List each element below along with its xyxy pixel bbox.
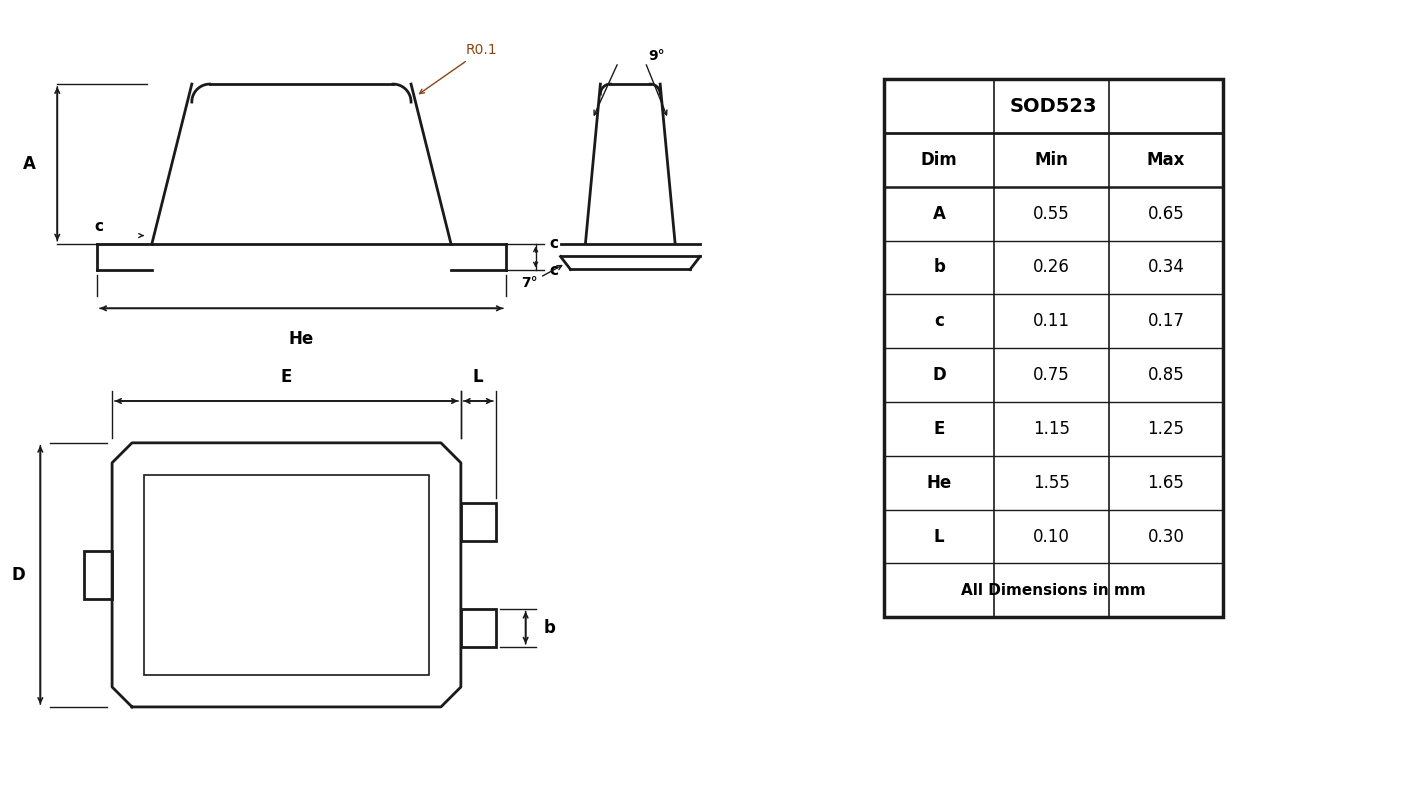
Text: All Dimensions in mm: All Dimensions in mm bbox=[961, 583, 1146, 598]
Bar bbox=[84, 551, 112, 598]
Text: E: E bbox=[281, 368, 293, 386]
Text: 1.65: 1.65 bbox=[1147, 474, 1184, 492]
Text: Max: Max bbox=[1147, 151, 1186, 169]
Bar bbox=[885, 79, 1223, 617]
Text: SOD523: SOD523 bbox=[1010, 97, 1098, 116]
Text: c: c bbox=[94, 219, 104, 234]
Bar bbox=[462, 609, 496, 646]
Text: 0.30: 0.30 bbox=[1147, 527, 1184, 546]
Text: c: c bbox=[550, 236, 558, 251]
Bar bbox=[143, 475, 429, 675]
Text: Min: Min bbox=[1034, 151, 1068, 169]
Text: 0.75: 0.75 bbox=[1032, 366, 1069, 384]
Text: 0.17: 0.17 bbox=[1147, 312, 1184, 330]
Text: b: b bbox=[544, 618, 555, 637]
Text: L: L bbox=[934, 527, 944, 546]
Text: R0.1: R0.1 bbox=[419, 43, 497, 93]
Text: 0.65: 0.65 bbox=[1147, 204, 1184, 223]
Text: 1.25: 1.25 bbox=[1147, 420, 1184, 438]
Text: A: A bbox=[23, 155, 36, 173]
Text: 0.11: 0.11 bbox=[1032, 312, 1069, 330]
Text: 0.26: 0.26 bbox=[1032, 259, 1069, 276]
Text: E: E bbox=[933, 420, 944, 438]
Text: 1.15: 1.15 bbox=[1032, 420, 1069, 438]
Text: c: c bbox=[550, 263, 558, 278]
Text: D: D bbox=[933, 366, 946, 384]
Text: 0.10: 0.10 bbox=[1032, 527, 1069, 546]
Text: 0.34: 0.34 bbox=[1147, 259, 1184, 276]
Text: He: He bbox=[927, 474, 951, 492]
Text: 0.85: 0.85 bbox=[1147, 366, 1184, 384]
Text: c: c bbox=[934, 312, 944, 330]
Text: Dim: Dim bbox=[920, 151, 957, 169]
Text: D: D bbox=[11, 566, 26, 584]
Text: b: b bbox=[933, 259, 946, 276]
Text: 9°: 9° bbox=[648, 49, 665, 63]
Text: 1.55: 1.55 bbox=[1032, 474, 1069, 492]
Bar bbox=[462, 503, 496, 541]
Text: A: A bbox=[933, 204, 946, 223]
Text: 0.55: 0.55 bbox=[1032, 204, 1069, 223]
Text: 7°: 7° bbox=[521, 266, 562, 290]
Text: L: L bbox=[473, 368, 484, 386]
Text: He: He bbox=[288, 330, 314, 348]
